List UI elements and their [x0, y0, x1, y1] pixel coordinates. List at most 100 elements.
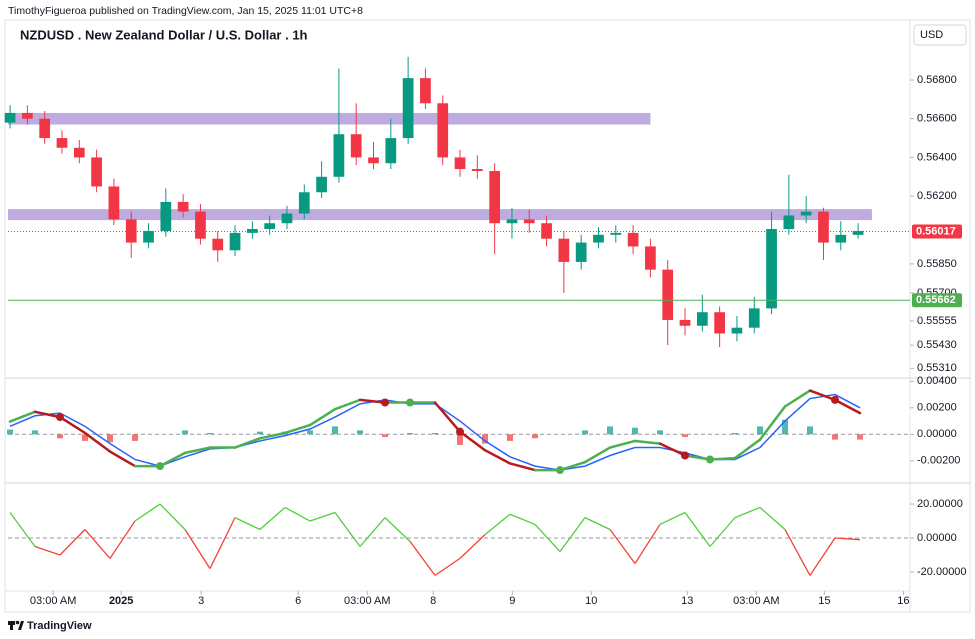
- candle-body: [108, 186, 120, 220]
- histogram-bar: [482, 434, 488, 444]
- x-tick-label: 9: [509, 595, 515, 607]
- candle-body: [766, 229, 777, 309]
- currency-label[interactable]: USD: [920, 29, 943, 41]
- candle-body: [177, 201, 189, 212]
- candle-body: [835, 234, 847, 243]
- oscillator-segment: [784, 529, 811, 576]
- x-tick-label: 3: [198, 595, 204, 607]
- candle-body: [731, 327, 743, 334]
- candle-body: [696, 312, 708, 326]
- histogram-bar: [457, 434, 463, 445]
- macd-segment: [108, 450, 137, 468]
- macd-segment: [183, 446, 212, 455]
- macd-segment: [733, 438, 762, 460]
- y-tick-label: 0.00200: [917, 402, 957, 414]
- candle-body: [714, 312, 725, 334]
- histogram-bar: [257, 431, 263, 435]
- oscillator-segment: [809, 537, 836, 576]
- chart-frame: [4, 19, 971, 613]
- histogram-bar: [682, 434, 688, 437]
- histogram-bar: [332, 426, 338, 435]
- macd-segment: [508, 462, 537, 472]
- cross-dot: [456, 427, 464, 436]
- macd-segment: [708, 456, 737, 461]
- y-tick-label: -0.00200: [917, 455, 960, 467]
- macd-segment: [608, 439, 637, 449]
- candle-body: [91, 157, 102, 187]
- candle-body: [627, 232, 639, 247]
- candle-body: [4, 112, 16, 123]
- oscillator-segment: [834, 537, 861, 541]
- candle-body: [281, 213, 293, 224]
- candle-body: [506, 219, 518, 224]
- macd-segment: [758, 405, 787, 441]
- oscillator-segment: [559, 517, 586, 552]
- oscillator-segment: [234, 517, 261, 531]
- histogram-bar: [507, 434, 513, 441]
- candle-body: [558, 238, 570, 262]
- candle-body: [22, 112, 33, 119]
- candle-body: [333, 134, 345, 177]
- histogram-bar: [82, 434, 88, 441]
- oscillator-segment: [84, 529, 111, 559]
- candle-body: [783, 215, 795, 230]
- histogram-bar: [532, 434, 538, 439]
- oscillator-segment: [709, 517, 736, 547]
- candle-body: [39, 118, 51, 139]
- x-tick-label: 13: [681, 595, 693, 607]
- histogram-bar: [132, 434, 138, 441]
- macd-segment: [658, 442, 687, 457]
- oscillator-segment: [484, 513, 511, 536]
- macd-segment: [83, 431, 112, 453]
- candle-body: [160, 201, 172, 231]
- macd-segment: [458, 430, 487, 452]
- candle-body: [143, 230, 154, 243]
- candle-body: [195, 211, 206, 239]
- zone: [8, 209, 872, 221]
- candle-body: [593, 234, 604, 243]
- y-tick-label: 0.55430: [917, 339, 957, 351]
- histogram-bar: [657, 430, 663, 435]
- x-tick-label: 10: [585, 595, 597, 607]
- macd-segment: [58, 415, 87, 435]
- macd-segment: [283, 423, 312, 435]
- macd-segment: [8, 410, 37, 423]
- candle-body: [679, 319, 691, 326]
- tradingview-logo: [8, 620, 24, 630]
- y-tick-label: 0.00400: [917, 375, 957, 387]
- y-tick-label: 0.56200: [917, 190, 957, 202]
- candle-body: [125, 219, 137, 243]
- x-tick-label: 03:00 AM: [30, 595, 76, 607]
- histogram-bar: [432, 432, 438, 435]
- cross-dot: [706, 455, 714, 464]
- oscillator-segment: [584, 517, 611, 531]
- currency-button[interactable]: [913, 24, 967, 46]
- histogram-bar: [57, 434, 63, 439]
- candle-body: [212, 238, 224, 251]
- histogram-bar: [632, 427, 638, 435]
- oscillator-segment: [459, 534, 486, 559]
- candle-body: [662, 269, 674, 320]
- oscillator-segment: [9, 512, 36, 547]
- pane: 20.00000 0.00000 -20.00000: [8, 498, 967, 578]
- oscillator-segment: [109, 520, 136, 559]
- y-tick-label: 0.55555: [917, 315, 957, 327]
- histogram-bar: [32, 430, 38, 435]
- macd-segment: [158, 451, 187, 468]
- oscillator-segment: [34, 545, 61, 556]
- candle-body: [437, 103, 449, 158]
- x-tick-label: 03:00 AM: [733, 595, 779, 607]
- pane: 0.00400 0.00200 0.00000 -0.00200: [7, 375, 960, 475]
- oscillator-segment: [634, 524, 661, 564]
- y-tick-label: 0.56600: [917, 113, 957, 125]
- oscillator-segment: [509, 513, 536, 526]
- oscillator-segment: [609, 529, 636, 564]
- y-tick-label: -20.00000: [917, 566, 967, 578]
- histogram-bar: [407, 432, 413, 435]
- oscillator-segment: [434, 557, 461, 576]
- pane: 0.568000.566000.564000.562000.558500.557…: [4, 56, 962, 374]
- y-tick-label: 0.55850: [917, 258, 957, 270]
- y-tick-label: 0.56400: [917, 151, 957, 163]
